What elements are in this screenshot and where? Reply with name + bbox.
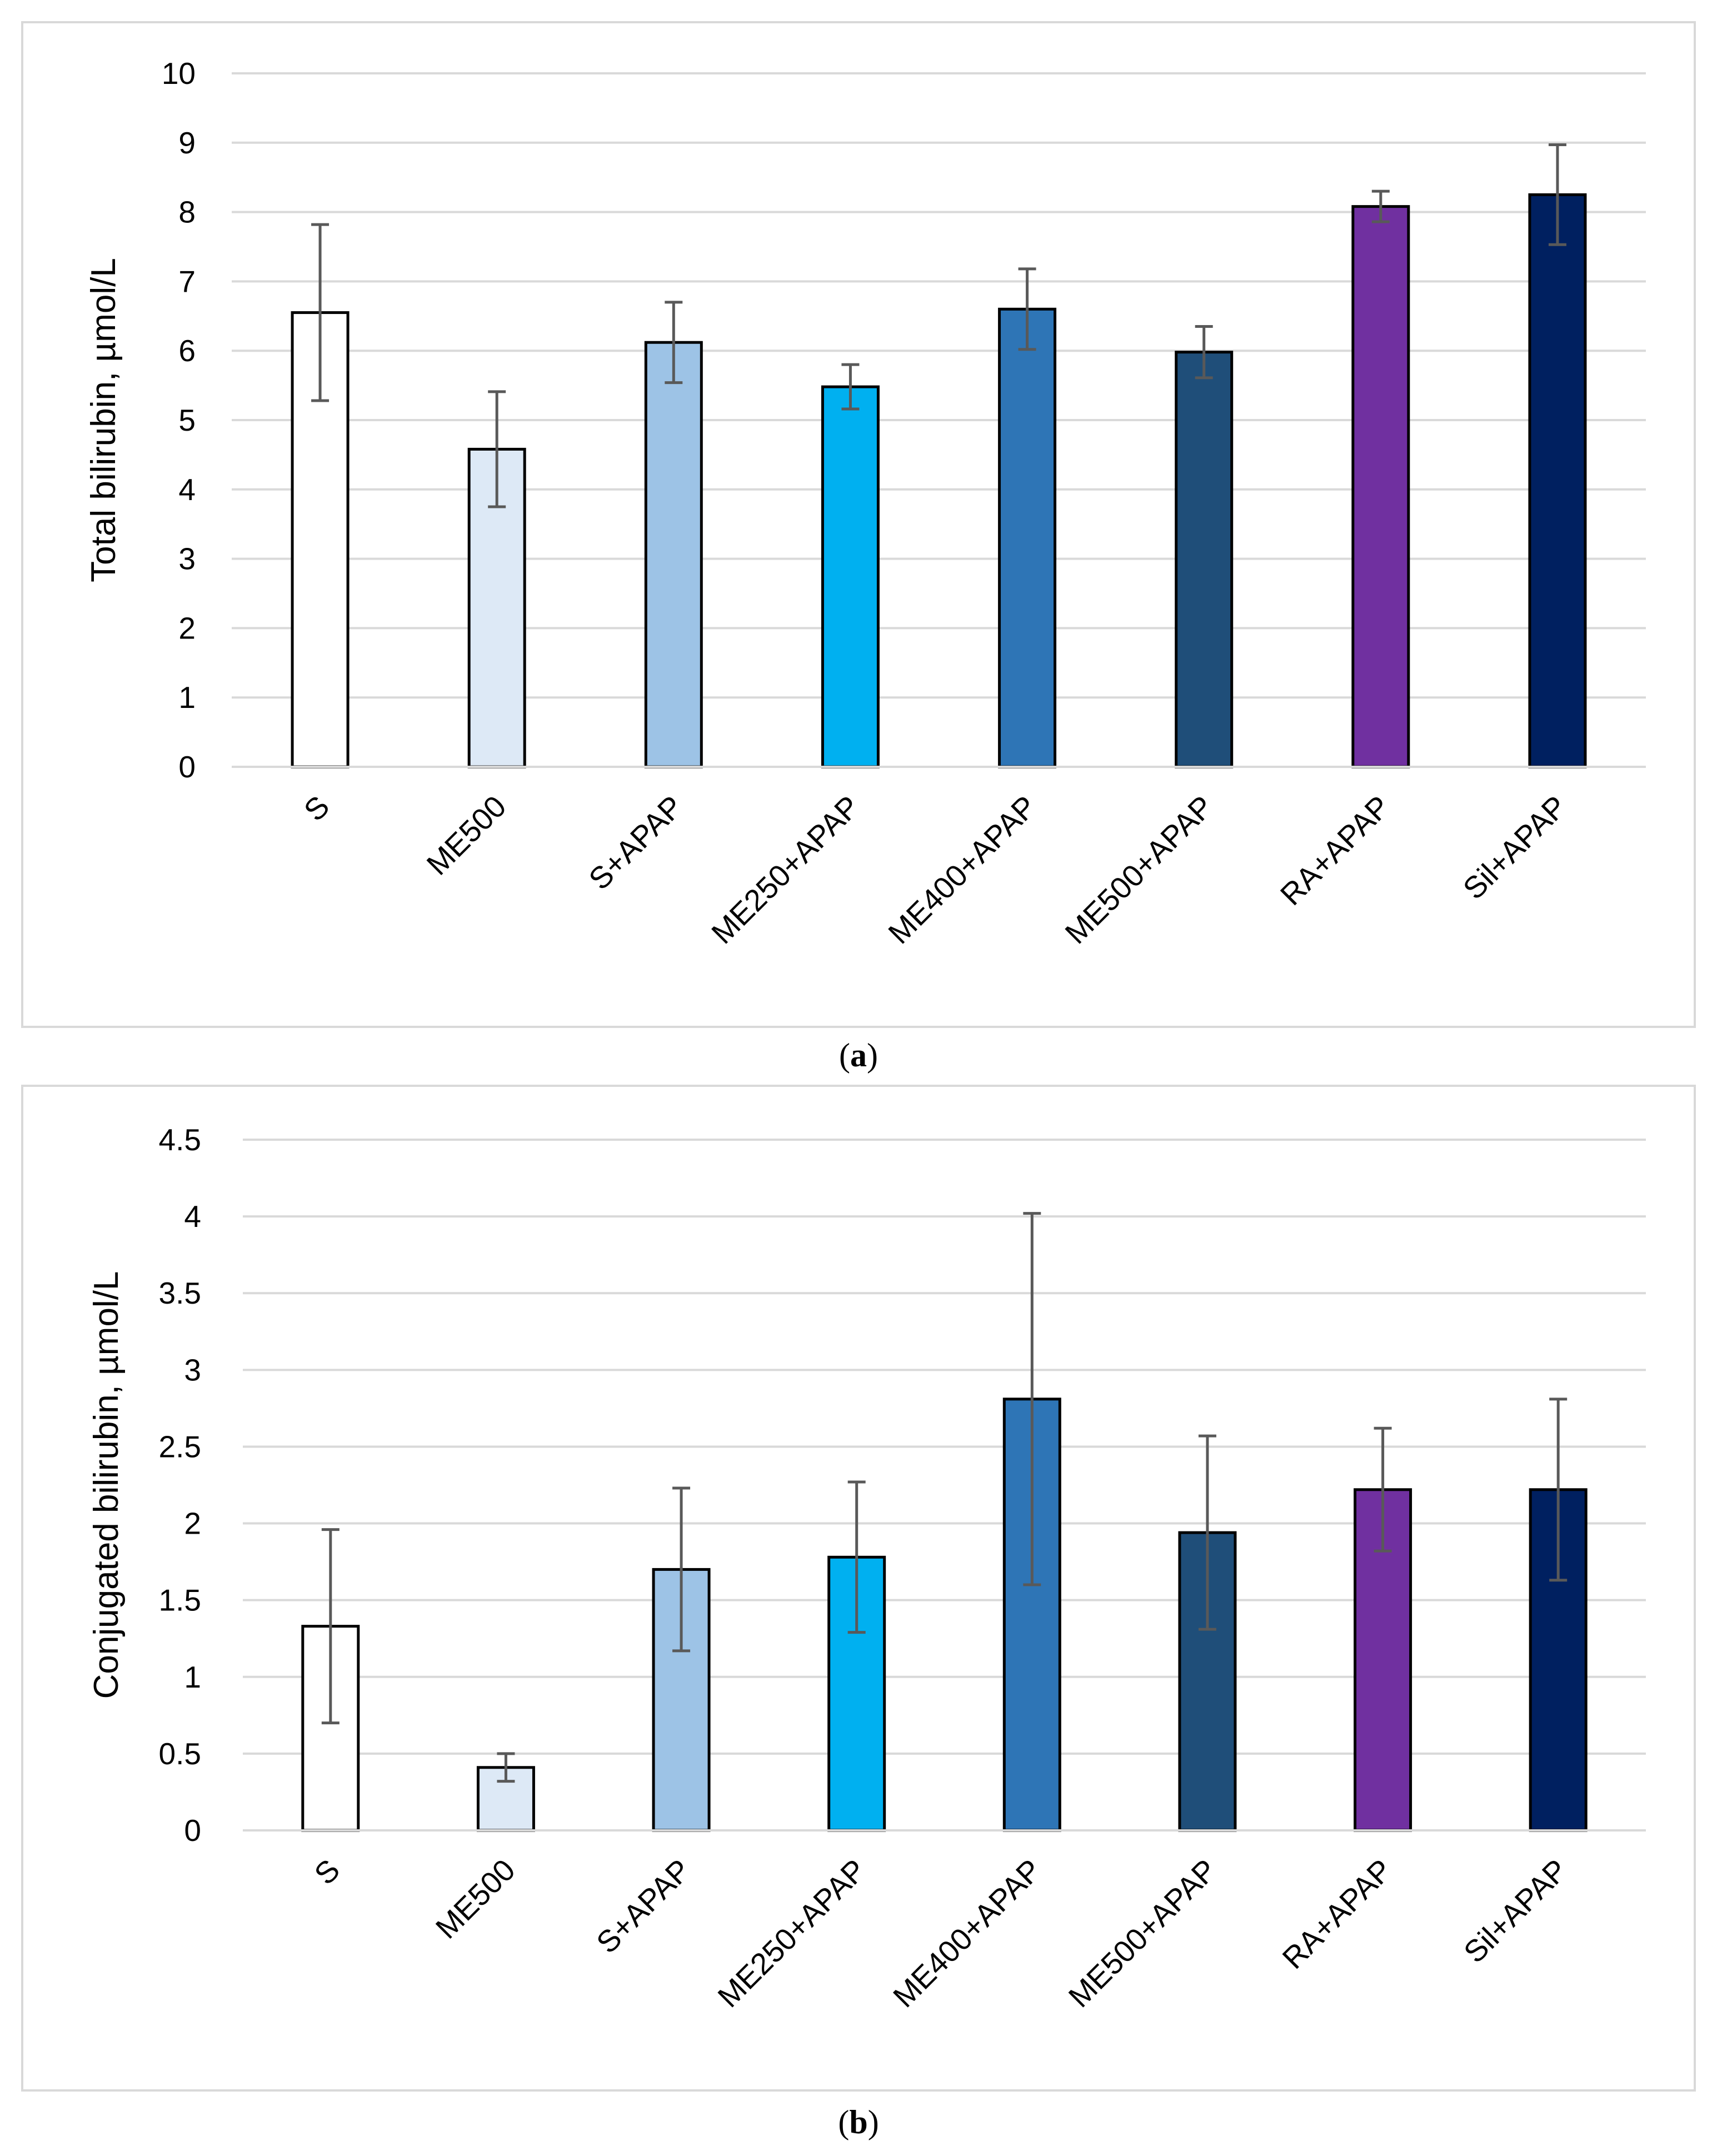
bar-ra-apap (1351, 205, 1410, 768)
x-tick-label: S (297, 789, 336, 828)
y-tick-label: 4.5 (159, 1122, 201, 1157)
y-tick-label: 8 (178, 195, 196, 229)
y-tick-label: 2 (178, 611, 196, 645)
y-tick-label: 3.5 (159, 1276, 201, 1310)
bar-s-apap (644, 341, 703, 768)
error-bar (672, 1486, 691, 1653)
y-tick-label: 3 (178, 542, 196, 576)
bar-s-apap (652, 1568, 711, 1832)
bar-sil-apap (1528, 193, 1587, 768)
bar-me400-apap (998, 307, 1057, 768)
error-bar (1371, 189, 1390, 223)
error-bar (847, 1480, 866, 1634)
y-tick-label: 0.5 (159, 1736, 201, 1771)
x-tick-label: S+APAP (590, 1853, 697, 1960)
x-tick-label: RA+APAP (1276, 1853, 1399, 1975)
error-bar (841, 363, 860, 411)
x-tick-label: ME500 (429, 1853, 522, 1945)
y-tick-label: 4 (178, 472, 196, 507)
error-bar (311, 223, 330, 402)
x-tick-label: ME500+APAP (1059, 789, 1220, 951)
x-tick-label: ME250+APAP (711, 1853, 873, 2014)
panel-label-b: (b) (838, 2104, 879, 2140)
y-tick-label: 1 (178, 680, 196, 715)
x-tick-label: Sil+APAP (1457, 1853, 1574, 1970)
error-bar (488, 390, 506, 508)
error-bar (1548, 143, 1566, 246)
y-tick-label: 9 (178, 126, 196, 160)
error-bar (1198, 1434, 1216, 1631)
y-tick-label: 10 (162, 56, 196, 91)
chart-b-svg: 0 0.5 1 1.5 2 2.5 3 3.5 4 4.5 Conjugated bilirubin… (87, 1122, 1646, 2014)
chart-panel-b: 0 0.5 1 1.5 2 2.5 3 3.5 4 4.5 Conjugated bilirubin… (21, 1085, 1696, 2092)
error-bar (1549, 1398, 1568, 1582)
error-bar (497, 1752, 515, 1783)
error-bar (1023, 1212, 1041, 1586)
x-tick-label: S (308, 1853, 347, 1892)
error-bar (1018, 267, 1036, 351)
y-axis-title: Conjugated bilirubin, µmol/L (87, 1271, 126, 1699)
y-tick-label: 3 (184, 1353, 201, 1387)
y-tick-label: 7 (178, 264, 196, 298)
error-bar (1374, 1426, 1392, 1553)
x-tick-label: ME500 (420, 789, 513, 882)
bar-me250-apap (821, 385, 880, 768)
x-tick-label: ME500+APAP (1062, 1853, 1224, 2014)
chart-a-svg: 0 1 2 3 4 5 6 7 8 9 10 Total bilirubin, µmol/L S ME50… (84, 56, 1646, 951)
y-tick-label: 5 (178, 403, 196, 437)
y-tick-label: 2 (184, 1506, 201, 1541)
x-tick-label: ME400+APAP (886, 1853, 1048, 2014)
y-axis-title: Total bilirubin, µmol/L (84, 258, 123, 582)
x-tick-label: ME400+APAP (881, 789, 1043, 951)
y-tick-label: 0 (184, 1813, 201, 1848)
x-tick-label: Sil+APAP (1456, 789, 1574, 906)
panel-label-a: (a) (839, 1037, 878, 1074)
x-tick-label: ME250+APAP (705, 789, 866, 951)
chart-panel-a: 0 1 2 3 4 5 6 7 8 9 10 Total bilirubin, µmol/L S ME50… (21, 21, 1696, 1028)
error-bar (1195, 325, 1213, 380)
y-tick-label: 2.5 (159, 1429, 201, 1464)
y-tick-label: 0 (178, 750, 196, 784)
y-tick-label: 4 (184, 1199, 201, 1234)
bar-me500-apap (1175, 351, 1234, 768)
x-tick-label: RA+APAP (1274, 789, 1396, 912)
y-tick-label: 6 (178, 333, 196, 368)
error-bar (321, 1528, 340, 1725)
error-bar (665, 301, 683, 385)
y-tick-label: 1.5 (159, 1583, 201, 1618)
y-tick-label: 1 (184, 1660, 201, 1694)
x-tick-label: S+APAP (582, 789, 689, 896)
